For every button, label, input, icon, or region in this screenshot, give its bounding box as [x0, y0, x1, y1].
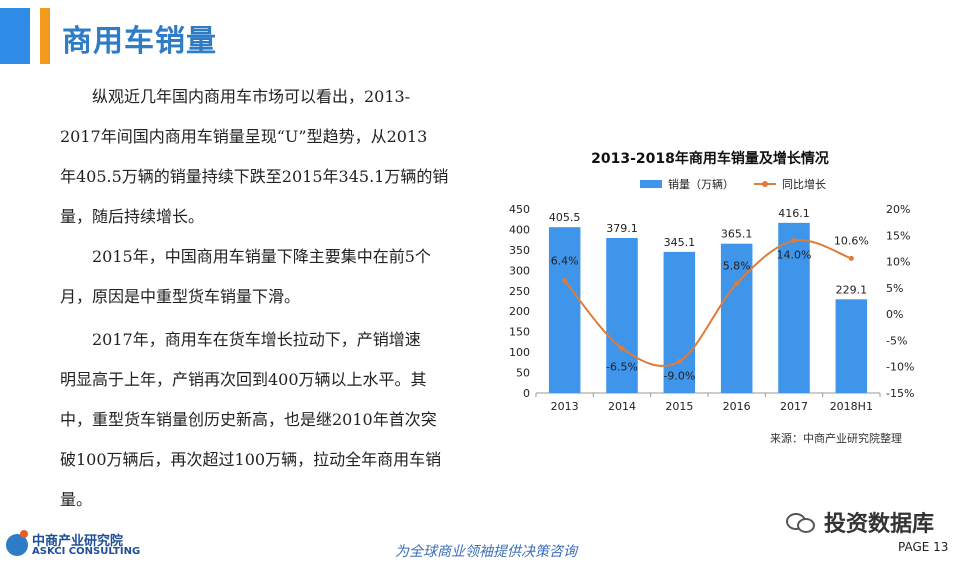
header-accent-blue	[0, 8, 30, 64]
growth-label: -6.5%	[606, 360, 638, 373]
growth-label: 6.4%	[551, 254, 579, 267]
y-left-tick-label: 50	[516, 367, 530, 380]
y-right-tick-label: 20%	[886, 203, 910, 216]
logo-mark	[6, 534, 28, 556]
p3-line: 破100万辆后，再次超过100万辆，拉动全年商用车销	[60, 450, 442, 469]
y-left-tick-label: 200	[509, 305, 530, 318]
p3-line: 中，重型货车销量创历史新高，也是继2010年首次突	[60, 410, 437, 429]
bar-value-label: 365.1	[721, 228, 753, 241]
y-left-tick-label: 150	[509, 326, 530, 339]
y-right-tick-label: -15%	[886, 387, 914, 400]
p1-line: 量，随后持续增长。	[60, 207, 205, 226]
growth-point	[848, 255, 854, 261]
bar-value-label: 416.1	[778, 207, 810, 220]
bar-value-label: 405.5	[549, 211, 581, 224]
combo-chart: 0 50 100 150 200 250 300 350 400 450 -15% -10% -5% 0%…	[509, 203, 914, 413]
chart-title: 2013-2018年商用车销量及增长情况	[591, 151, 829, 167]
bar	[548, 227, 581, 393]
y-right-tick-label: 15%	[886, 229, 910, 242]
header-accent-orange	[40, 8, 50, 64]
y-right-tick-label: 5%	[886, 282, 903, 295]
p1-line: 2017年间国内商用车销量呈现“U”型趋势，从2013	[60, 127, 428, 146]
y-left-tick-label: 0	[523, 387, 530, 400]
x-tick-label: 2017	[780, 400, 808, 413]
chart-source: 来源：中商产业研究院整理	[770, 432, 902, 445]
y-left-tick-label: 450	[509, 203, 530, 216]
growth-point	[619, 345, 625, 351]
y-left-tick-label: 400	[509, 223, 530, 236]
legend-bar-swatch	[640, 180, 662, 188]
x-tick-label: 2014	[608, 400, 636, 413]
y-right-tick-label: 0%	[886, 308, 903, 321]
p3-line: 明显高于上年，产销再次回到400万辆以上水平。其	[60, 370, 427, 389]
growth-label: 5.8%	[723, 260, 751, 273]
bar	[835, 299, 868, 393]
y-left-tick-label: 100	[509, 346, 530, 359]
p1-line: 年405.5万辆的销量持续下跌至2015年345.1万辆的销	[60, 167, 449, 186]
p3-line: 2017年，商用车在货车增长拉动下，产销增速	[92, 330, 421, 349]
legend-bar-label: 销量（万辆）	[668, 178, 734, 191]
page-number: PAGE 13	[898, 540, 949, 554]
bar	[606, 237, 638, 393]
bar-value-label: 229.1	[836, 283, 868, 296]
x-tick-label: 2015	[665, 400, 693, 413]
logo-text-cn: 中商产业研究院	[32, 534, 124, 549]
x-tick-label: 2016	[723, 400, 751, 413]
bar	[720, 243, 753, 393]
growth-point	[676, 358, 682, 364]
p1-line: 纵观近几年国内商用车市场可以看出，2013-	[92, 87, 411, 106]
chart-legend: 销量（万辆） 同比增长	[640, 176, 826, 192]
bar-value-label: 379.1	[606, 222, 638, 235]
paragraph-2: 2015年，中国商用车销量下降主要集中在前5个 月，原因是中重型货车销量下滑。	[60, 237, 480, 317]
growth-point	[791, 238, 797, 244]
p3-line: 量。	[60, 490, 93, 509]
x-tick-label: 2013	[551, 400, 579, 413]
y-left-tick-label: 250	[509, 285, 530, 298]
growth-label: 14.0%	[777, 249, 812, 262]
logo-dot	[20, 530, 28, 538]
growth-label: -9.0%	[663, 369, 695, 382]
company-logo: 中商产业研究院 ASKCI CONSULTING	[6, 530, 146, 560]
growth-point	[734, 281, 740, 287]
y-right-tick-label: 10%	[886, 256, 910, 269]
y-right-tick-label: -10%	[886, 361, 914, 374]
wechat-name: 投资数据库	[824, 512, 935, 537]
footer-slogan: 为全球商业领袖提供决策咨询	[395, 544, 577, 560]
p2-line: 月，原因是中重型货车销量下滑。	[60, 287, 301, 306]
wechat-icon	[786, 511, 818, 533]
legend-line-label: 同比增长	[782, 178, 826, 191]
y-left-tick-label: 300	[509, 264, 530, 277]
wechat-badge: 投资数据库	[786, 506, 934, 538]
logo-text-en: ASKCI CONSULTING	[32, 546, 141, 557]
bar	[663, 251, 696, 393]
legend-line-swatch	[754, 181, 776, 187]
paragraph-1: 纵观近几年国内商用车市场可以看出，2013- 2017年间国内商用车销量呈现“U…	[60, 77, 480, 237]
page-title: 商用车销量	[62, 24, 217, 59]
y-right-tick-label: -5%	[886, 334, 907, 347]
p2-line: 2015年，中国商用车销量下降主要集中在前5个	[92, 247, 431, 266]
paragraph-3: 2017年，商用车在货车增长拉动下，产销增速 明显高于上年，产销再次回到400万…	[60, 320, 480, 520]
growth-label: 10.6%	[834, 234, 869, 247]
y-left-tick-label: 350	[509, 244, 530, 257]
x-tick-label: 2018H1	[830, 400, 873, 413]
bar-value-label: 345.1	[664, 236, 696, 249]
bar	[778, 222, 810, 393]
growth-point	[562, 277, 568, 283]
